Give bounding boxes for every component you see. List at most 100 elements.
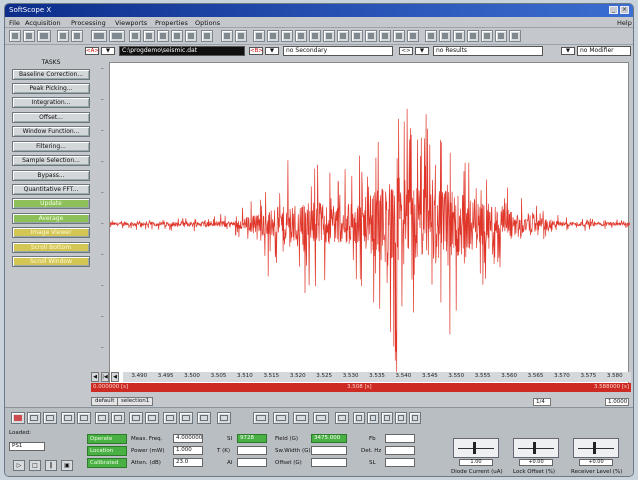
- ai-field[interactable]: [237, 458, 267, 467]
- tab-default[interactable]: default: [91, 397, 119, 406]
- calibrated-button[interactable]: Calibrated: [87, 458, 127, 468]
- save-icon[interactable]: [37, 30, 51, 42]
- tool-icon-6[interactable]: [201, 30, 213, 42]
- task-average[interactable]: Average: [12, 213, 90, 224]
- tool-icon-19[interactable]: [393, 30, 405, 42]
- results-channel-field[interactable]: no Results: [433, 46, 543, 56]
- tool-icon-11[interactable]: [281, 30, 293, 42]
- tool-icon-2[interactable]: [143, 30, 155, 42]
- offset-field[interactable]: [311, 458, 347, 467]
- diode-current-slider[interactable]: 1.00: [453, 438, 499, 466]
- acq-tool-18-icon[interactable]: [381, 412, 393, 424]
- acq-tool-5-icon[interactable]: [129, 412, 143, 424]
- tool-icon-20[interactable]: [407, 30, 419, 42]
- modifier-channel-menu[interactable]: ▼: [561, 47, 575, 55]
- tool-icon-9[interactable]: [253, 30, 265, 42]
- task-quantitative-fft[interactable]: Quantitative FFT...: [12, 184, 90, 195]
- acq-tool-1-icon[interactable]: [61, 412, 75, 424]
- acq-tool-13-icon[interactable]: [293, 412, 309, 424]
- tool-icon-5[interactable]: [185, 30, 197, 42]
- open-icon[interactable]: [23, 30, 35, 42]
- scroll-first-button[interactable]: |◀: [101, 372, 109, 382]
- close-icon[interactable]: ×: [620, 6, 629, 14]
- menu-processing[interactable]: Processing: [71, 19, 106, 27]
- run-icon[interactable]: [11, 412, 25, 424]
- tool-icon-10[interactable]: [267, 30, 279, 42]
- attenuation-field[interactable]: 23.0: [173, 458, 203, 467]
- field-value[interactable]: 3475.000: [311, 434, 347, 443]
- menu-properties[interactable]: Properties: [155, 19, 188, 27]
- acq-tool-3-icon[interactable]: [95, 412, 109, 424]
- tool-icon-16[interactable]: [351, 30, 363, 42]
- tool-icon-8[interactable]: [235, 30, 247, 42]
- si-field[interactable]: 9728: [237, 434, 267, 443]
- tool-icon-23[interactable]: [453, 30, 465, 42]
- acq-tool-2-icon[interactable]: [77, 412, 91, 424]
- scroll-left-button[interactable]: ◀: [91, 372, 99, 382]
- acq-tool-15-icon[interactable]: [335, 412, 349, 424]
- task-peak-picking[interactable]: Peak Picking...: [12, 83, 90, 94]
- tool-icon-12[interactable]: [295, 30, 307, 42]
- operate-button[interactable]: Operate: [87, 434, 127, 444]
- acq-tool-7-icon[interactable]: [163, 412, 177, 424]
- new-icon[interactable]: [9, 30, 21, 42]
- select-icon[interactable]: [71, 30, 83, 42]
- acq-tool-16-icon[interactable]: [353, 412, 365, 424]
- fb-field[interactable]: [385, 434, 415, 443]
- task-window-function[interactable]: Window Function...: [12, 126, 90, 137]
- tool-icon-17[interactable]: [365, 30, 377, 42]
- task-image-viewer[interactable]: Image Viewer: [12, 227, 90, 238]
- record-icon[interactable]: ▣: [61, 460, 73, 471]
- acq-tool-19-icon[interactable]: [395, 412, 407, 424]
- signal-plot[interactable]: [109, 62, 630, 384]
- receiver-level-slider[interactable]: +0.00: [573, 438, 619, 466]
- menu-acquisition[interactable]: Acquisition: [25, 19, 61, 27]
- tool-icon-4[interactable]: [171, 30, 183, 42]
- acq-tool-9-icon[interactable]: [197, 412, 211, 424]
- acq-tool-11-icon[interactable]: [253, 412, 269, 424]
- task-sample-selection[interactable]: Sample Selection...: [12, 155, 90, 166]
- time-scrollbar[interactable]: 0.000000 [s] 3.508 [s] 3.588000 [s]: [91, 383, 631, 392]
- task-bypass[interactable]: Bypass...: [12, 170, 90, 181]
- tool-icon-21[interactable]: [425, 30, 437, 42]
- secondary-channel-switch[interactable]: <B>: [249, 47, 263, 55]
- primary-channel-switch[interactable]: <A>: [85, 47, 99, 55]
- acq-tool-8-icon[interactable]: [179, 412, 193, 424]
- minimize-icon[interactable]: _: [609, 6, 618, 14]
- sweep-width-field[interactable]: [311, 446, 347, 455]
- results-channel-switch[interactable]: <>: [399, 47, 413, 55]
- task-offset[interactable]: Offset...: [12, 112, 90, 123]
- tool-icon-22[interactable]: [439, 30, 451, 42]
- results-channel-menu[interactable]: ▼: [415, 47, 429, 55]
- scroll-prev-button[interactable]: ◀: [111, 372, 119, 382]
- menu-options[interactable]: Options: [195, 19, 221, 27]
- acq-tool-12-icon[interactable]: [273, 412, 289, 424]
- tool-icon-15[interactable]: [337, 30, 349, 42]
- tool-icon-7[interactable]: [221, 30, 233, 42]
- tool-icon-25[interactable]: [481, 30, 493, 42]
- secondary-channel-field[interactable]: no Secondary: [283, 46, 393, 56]
- task-integration[interactable]: Integration...: [12, 97, 90, 108]
- sl-field[interactable]: [385, 458, 415, 467]
- tab-selection1[interactable]: selection1: [117, 397, 154, 406]
- task-scroll-bottom[interactable]: Scroll Bottom: [12, 242, 90, 253]
- task-scroll-window[interactable]: Scroll Window: [12, 256, 90, 267]
- diode-current-knob[interactable]: [473, 442, 476, 454]
- acq-tool-14-icon[interactable]: [313, 412, 329, 424]
- tool-icon-13[interactable]: [309, 30, 321, 42]
- menu-help[interactable]: Help: [617, 19, 632, 27]
- zoom-y-icon[interactable]: [109, 30, 125, 42]
- menu-file[interactable]: File: [9, 19, 20, 27]
- acq-tool-20-icon[interactable]: [409, 412, 421, 424]
- play-icon[interactable]: ▷: [13, 460, 25, 471]
- acq-tool-4-icon[interactable]: [111, 412, 125, 424]
- cursor-icon[interactable]: [57, 30, 69, 42]
- lock-offset-slider[interactable]: +0.00: [513, 438, 559, 466]
- menu-viewports[interactable]: Viewports: [115, 19, 148, 27]
- single-icon[interactable]: [43, 412, 57, 424]
- zoom-x-icon[interactable]: [91, 30, 107, 42]
- power-field[interactable]: 1.000: [173, 446, 203, 455]
- task-update[interactable]: Update: [12, 198, 90, 209]
- acq-tool-17-icon[interactable]: [367, 412, 379, 424]
- det-hz-field[interactable]: [385, 446, 415, 455]
